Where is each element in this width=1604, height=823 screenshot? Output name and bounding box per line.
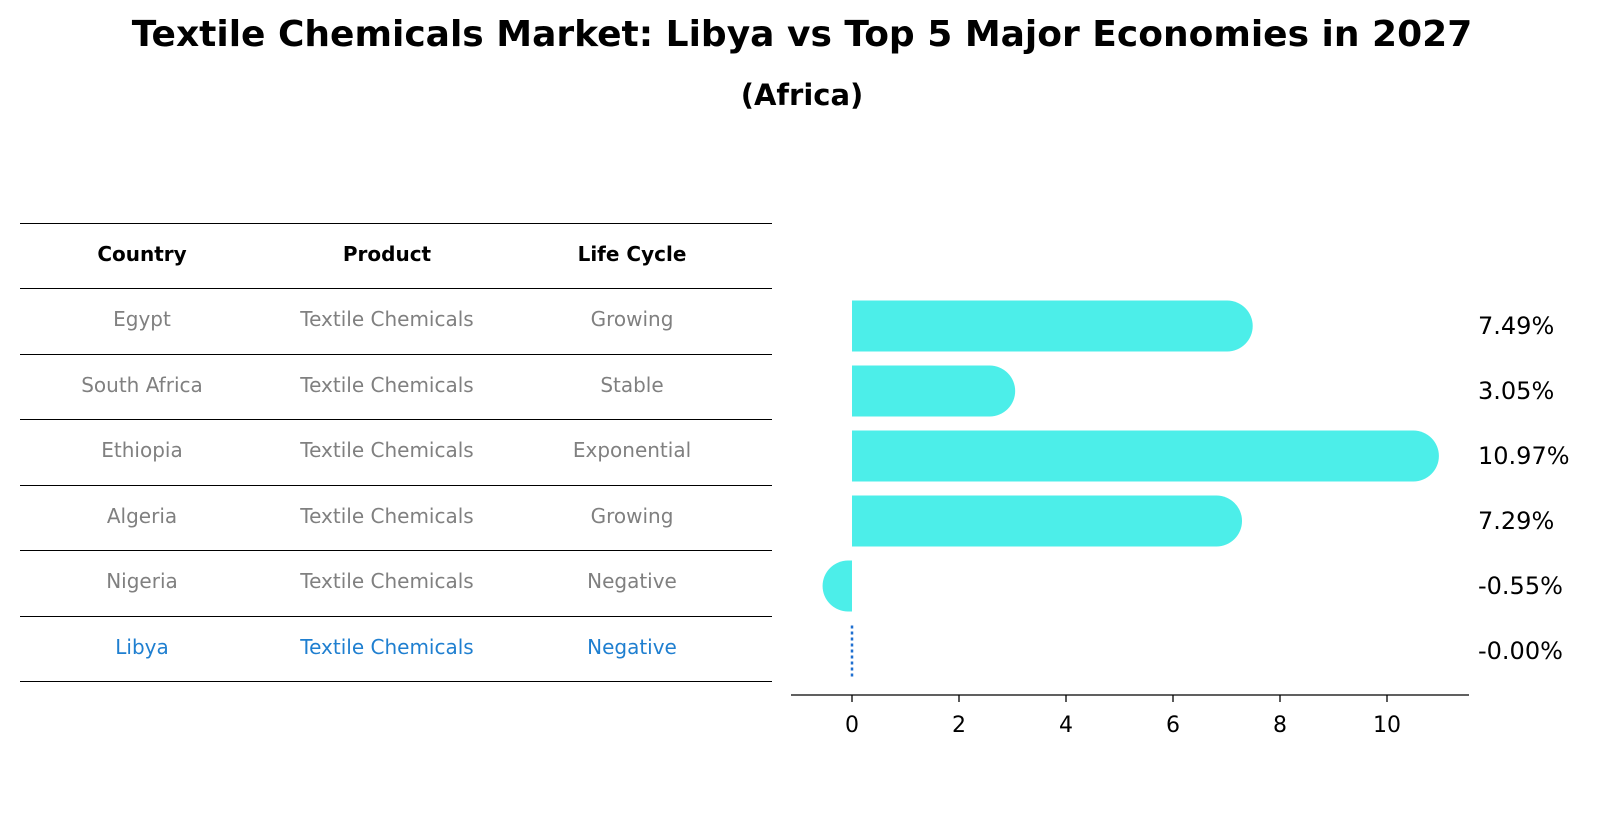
table-row-rule [20,484,772,486]
table-row-rule [20,550,772,552]
table-cell-product: Textile Chemicals [300,634,474,659]
table-cell-country: Nigeria [106,569,178,593]
chart-subtitle: (Africa) [740,78,864,112]
table-cell-country: Algeria [106,503,178,528]
table-cell-life_cycle: Stable [600,372,664,397]
table-top-rule [20,223,772,225]
x-tick-label: 4 [1059,713,1073,738]
x-tick-label: 6 [1166,713,1180,738]
x-tick-label: 8 [1273,713,1287,738]
table-header-rule [20,288,772,290]
bar [852,365,1016,417]
table-header-country: Country [97,242,187,266]
table-cell-country: Ethiopia [101,438,183,462]
bar-value-label: 10.97% [1478,442,1570,470]
bar [852,300,1253,352]
table-cell-product: Textile Chemicals [300,569,474,593]
chart-title: Textile Chemicals Market: Libya vs Top 5… [131,14,1473,55]
table-header-product: Product [342,242,432,266]
table-cell-product: Textile Chemicals [300,307,474,331]
x-tick-label: 0 [845,713,859,738]
table-cell-life_cycle: Growing [590,503,674,528]
table-cell-country: Libya [115,634,169,659]
bar [852,430,1439,482]
bar-value-label: -0.00% [1478,637,1563,665]
table-cell-product: Textile Chemicals [300,503,474,528]
table-row-rule [20,419,772,421]
bar-value-label: -0.55% [1478,572,1563,600]
x-tick-label: 2 [952,713,966,738]
bar-value-label: 7.29% [1478,507,1554,535]
table-cell-life_cycle: Negative [587,569,677,593]
bar [822,560,852,612]
bar [852,495,1243,547]
x-tick-label: 10 [1373,713,1401,738]
table-cell-country: South Africa [81,372,203,397]
table-row-rule [20,353,772,355]
table-cell-product: Textile Chemicals [300,438,474,462]
bar-value-label: 7.49% [1478,312,1554,340]
table-cell-country: Egypt [113,307,171,331]
bar-value-label: 3.05% [1478,377,1554,405]
table-row-rule [20,615,772,617]
table-row-rule [20,681,772,683]
table-header-life_cycle: Life Cycle [577,242,687,266]
table-cell-life_cycle: Negative [587,634,677,659]
table-cell-life_cycle: Growing [590,307,674,331]
table-cell-life_cycle: Exponential [572,438,692,462]
table-cell-product: Textile Chemicals [300,372,474,397]
